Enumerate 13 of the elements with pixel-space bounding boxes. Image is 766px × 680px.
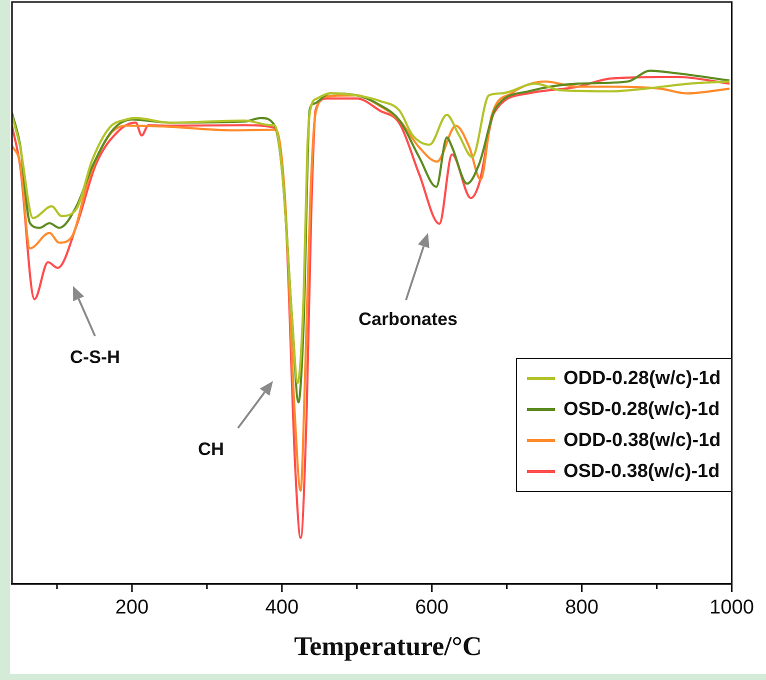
x-tick-label: 800 bbox=[565, 596, 598, 619]
x-tick-label: 400 bbox=[265, 596, 299, 619]
legend-label: ODD-0.28(w/c)-1d bbox=[563, 368, 721, 390]
x-tick-label: 1000 bbox=[710, 596, 754, 619]
legend-label: ODD-0.38(w/c)-1d bbox=[563, 430, 721, 452]
x-tick-label: 600 bbox=[415, 596, 449, 619]
annotation: C-S-H bbox=[70, 346, 120, 367]
legend-label: OSD-0.38(w/c)-1d bbox=[563, 460, 720, 482]
legend-label: OSD-0.28(w/c)-1d bbox=[563, 398, 720, 420]
annotation: Carbonates bbox=[358, 308, 458, 329]
annotation: CH bbox=[198, 438, 224, 459]
x-tick-label: 200 bbox=[115, 596, 149, 619]
x-axis-title: Temperature/°C bbox=[293, 630, 483, 662]
